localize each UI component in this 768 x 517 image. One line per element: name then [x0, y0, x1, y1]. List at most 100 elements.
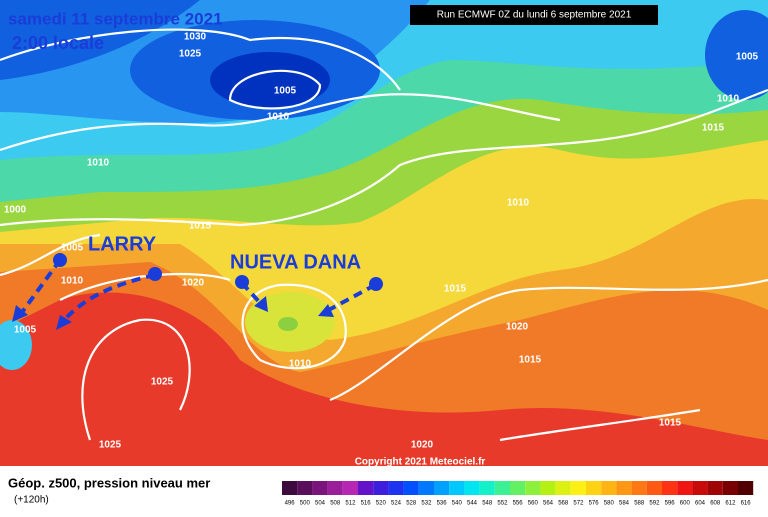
scale-label: 552: [497, 501, 508, 507]
scale-swatch: [738, 481, 754, 495]
scale-swatch: [540, 481, 556, 495]
scale-swatch: [388, 481, 404, 495]
scale-label: 576: [589, 501, 600, 507]
scale-swatch: [631, 481, 647, 495]
scale-swatch: [449, 481, 465, 495]
scale-label: 604: [695, 501, 706, 507]
scale-swatch: [297, 481, 313, 495]
isobar-label: 1000: [4, 205, 27, 216]
isobar-label: 1005: [61, 243, 84, 254]
lead-time: (+120h): [14, 495, 49, 506]
isobar-label: 1010: [267, 112, 290, 123]
scale-swatch: [510, 481, 526, 495]
isobar-label: 1005: [274, 86, 297, 97]
scale-label: 584: [619, 501, 630, 507]
scale-label: 564: [543, 501, 554, 507]
scale-swatch: [662, 481, 678, 495]
isobar-label: 1020: [411, 440, 434, 451]
scale-swatch: [403, 481, 419, 495]
scale-swatch: [282, 481, 298, 495]
scale-label: 508: [330, 501, 341, 507]
isobar-label: 1010: [717, 94, 740, 105]
isobar-label: 1010: [507, 198, 530, 209]
scale-swatch: [586, 481, 602, 495]
scale-swatch: [494, 481, 510, 495]
time: 2:00 locale: [12, 33, 104, 53]
isobar-label: 1025: [99, 440, 122, 451]
isobar-label: 1015: [444, 284, 467, 295]
scale-swatch: [373, 481, 389, 495]
isobar-label: 1010: [87, 158, 110, 169]
scale-label: 616: [741, 501, 752, 507]
scale-swatch: [464, 481, 480, 495]
run-box: [410, 5, 658, 25]
scale-label: 496: [285, 501, 296, 507]
scale-label: 592: [649, 501, 660, 507]
scale-label: 588: [634, 501, 645, 507]
isobars: [0, 28, 768, 442]
scale-label: 568: [558, 501, 569, 507]
scale-label: 608: [710, 501, 721, 507]
low-label: NUEVA DANA: [230, 251, 361, 273]
scale-label: 532: [421, 501, 432, 507]
scale-swatch: [327, 481, 343, 495]
scale-swatch: [358, 481, 374, 495]
scale-swatch: [722, 481, 738, 495]
legend-title: Géop. z500, pression niveau mer: [8, 475, 210, 490]
scale-label: 572: [573, 501, 584, 507]
field: [0, 0, 768, 466]
isobar-label: 1005: [14, 325, 37, 336]
run-info: Run ECMWF 0Z du lundi 6 septembre 2021: [437, 10, 632, 21]
scale-label: 544: [467, 501, 478, 507]
isobar-label: 1025: [179, 49, 202, 60]
isobar-label: 1025: [151, 377, 174, 388]
scale-label: 536: [437, 501, 448, 507]
copyright: Copyright 2021 Meteociel.fr: [355, 457, 486, 468]
isobar-label: 1010: [289, 359, 312, 370]
scale-swatch: [479, 481, 495, 495]
scale-swatch: [434, 481, 450, 495]
isobar-label: 1015: [189, 221, 212, 232]
scale-label: 520: [376, 501, 387, 507]
isobar-label: 1015: [519, 355, 542, 366]
scale-swatch: [312, 481, 328, 495]
scale-label: 500: [300, 501, 311, 507]
scale-label: 516: [361, 501, 372, 507]
scale-label: 580: [604, 501, 615, 507]
scale-label: 596: [665, 501, 676, 507]
scale-label: 612: [725, 501, 736, 507]
scale-label: 548: [482, 501, 493, 507]
isobar-labels: 1030 1025 1005 1010 1010 1000 1005 1010 1005 1015…: [4, 32, 759, 451]
storm-label: LARRY: [88, 233, 157, 255]
scale-swatch: [616, 481, 632, 495]
color-scale: 496 500 504 508 512 516 520 524 528 532 536 540 544 5…: [282, 481, 754, 507]
scale-label: 512: [345, 501, 356, 507]
scale-swatch: [555, 481, 571, 495]
isobar-label: 1015: [659, 418, 682, 429]
isobar-label: 1005: [736, 52, 759, 63]
isobar-label: 1030: [184, 32, 207, 43]
isobar-label: 1015: [702, 123, 725, 134]
scale-swatch: [418, 481, 434, 495]
isobar-label: 1020: [506, 322, 529, 333]
scale-swatch: [646, 481, 662, 495]
scale-swatch: [692, 481, 708, 495]
scale-swatch: [707, 481, 723, 495]
scale-label: 556: [513, 501, 524, 507]
scale-label: 600: [680, 501, 691, 507]
scale-swatch: [601, 481, 617, 495]
scale-label: 560: [528, 501, 539, 507]
scale-swatch: [570, 481, 586, 495]
scale-swatch: [525, 481, 541, 495]
arrow-markers: [12, 253, 383, 330]
scale-label: 524: [391, 501, 402, 507]
scale-label: 540: [452, 501, 463, 507]
scale-label: 528: [406, 501, 417, 507]
isobar-label: 1020: [182, 278, 205, 289]
isobar-label: 1010: [61, 276, 84, 287]
scale-swatch: [342, 481, 358, 495]
scale-label: 504: [315, 501, 326, 507]
date: samedi 11 septembre 2021: [8, 9, 223, 28]
scale-swatch: [677, 481, 693, 495]
